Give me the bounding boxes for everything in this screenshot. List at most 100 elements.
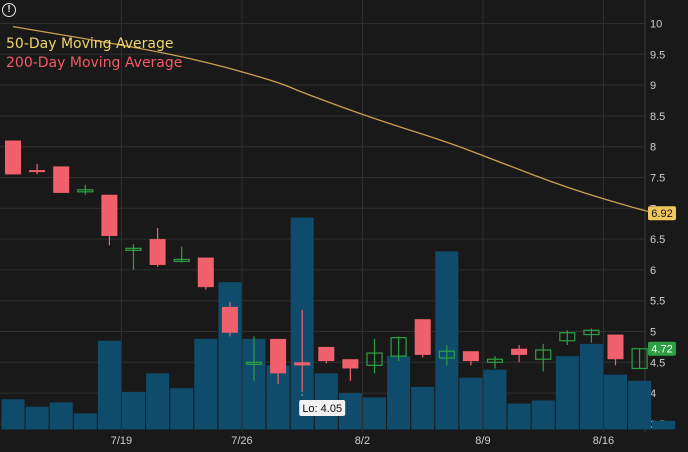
candle <box>511 345 528 363</box>
candle-body-down <box>318 346 335 362</box>
candle-body-down <box>414 319 431 355</box>
candle-body-up <box>173 258 190 263</box>
ma50-price-badge-text: 6.92 <box>651 208 672 220</box>
candle <box>29 163 46 175</box>
candle <box>390 336 407 362</box>
candle <box>607 334 624 366</box>
last-price-badge-text: 4.72 <box>651 344 672 356</box>
y-tick-label: 6 <box>650 265 656 277</box>
candle-body-up <box>77 189 94 193</box>
candle <box>101 194 118 246</box>
volume-bar <box>194 338 218 430</box>
candle-body-up <box>390 337 407 357</box>
volume-bar <box>73 413 97 430</box>
candle <box>631 348 648 370</box>
candle-body-down <box>294 362 311 366</box>
candle-body-up <box>631 348 648 370</box>
y-tick-label: 7.5 <box>650 173 665 185</box>
y-tick-label: 4.5 <box>650 357 665 369</box>
x-tick-label: 8/2 <box>355 435 370 447</box>
candle-body-up <box>125 247 142 251</box>
candle <box>559 330 576 346</box>
volume-bar <box>579 343 603 430</box>
y-tick-label: 6.5 <box>650 234 665 246</box>
candle-body-down <box>29 170 46 173</box>
candle <box>438 345 455 366</box>
volume-bar <box>97 340 121 430</box>
candle <box>462 351 479 366</box>
candle-body-down <box>342 359 359 369</box>
ma200-legend-label: 200-Day Moving Average <box>6 55 183 71</box>
candle <box>221 301 238 337</box>
low-marker-box <box>299 400 346 417</box>
candle-body-down <box>270 338 287 374</box>
last-price-badge-box <box>648 341 676 356</box>
low-marker-label: Lo: 4.05 <box>302 403 342 415</box>
volume-bar <box>242 338 266 430</box>
x-tick-label: 7/19 <box>111 435 132 447</box>
candle-body-up <box>559 332 576 342</box>
volume-bar <box>652 420 676 430</box>
ma50-price-badge-box <box>648 206 676 221</box>
candle-body-down <box>5 140 21 175</box>
x-tick-label: 7/26 <box>231 435 252 447</box>
volume-bar <box>146 373 170 430</box>
candle <box>173 246 190 263</box>
y-tick-label: 5 <box>650 327 656 339</box>
candle-body-down <box>607 334 624 360</box>
volume-bar <box>628 380 652 430</box>
candle-body-down <box>462 351 479 362</box>
volume-bar <box>363 397 386 430</box>
candle <box>149 228 166 267</box>
volume-bar <box>49 402 73 430</box>
y-tick-label: 9 <box>650 80 656 92</box>
x-tick-label: 8/9 <box>475 435 490 447</box>
volume-bar <box>266 365 290 430</box>
volume-bar <box>387 356 411 430</box>
candle-body-down <box>149 239 166 265</box>
y-tick-label: 5.5 <box>650 296 665 308</box>
volume-bar <box>25 406 49 430</box>
volume-bar <box>507 403 531 430</box>
candle <box>366 338 383 374</box>
candle <box>245 336 263 381</box>
ma50-line <box>12 25 657 214</box>
volume-bar <box>483 369 507 430</box>
y-tick-label: 10 <box>650 19 662 31</box>
volume-bar <box>170 388 194 430</box>
candle <box>318 346 335 364</box>
candle <box>486 356 504 369</box>
info-icon[interactable]: ! <box>2 3 16 17</box>
candle-body-down <box>101 194 118 237</box>
candle-body-up <box>583 329 600 336</box>
volume-bar <box>459 377 483 430</box>
ma50-legend-label: 50-Day Moving Average <box>6 36 174 52</box>
candle-body-down <box>511 348 528 355</box>
volume-bar <box>122 391 145 430</box>
candle <box>197 257 214 290</box>
candle <box>414 319 431 358</box>
candle-body-up <box>486 358 504 363</box>
candle-body-up <box>245 361 263 365</box>
y-tick-label: 9.5 <box>650 49 665 61</box>
y-tick-label: 8.5 <box>650 111 665 123</box>
candle-body-down <box>53 166 70 193</box>
candle-body-up <box>366 352 383 366</box>
volume-bar <box>531 400 555 430</box>
candle-body-up <box>535 349 552 360</box>
volume-bar <box>411 386 435 430</box>
candle-body-up <box>438 350 455 359</box>
volume-bar <box>604 374 627 430</box>
candle <box>5 140 21 175</box>
candle <box>342 359 359 381</box>
candle <box>270 338 287 384</box>
volume-bar <box>1 399 25 430</box>
candle <box>77 184 94 195</box>
candle <box>294 309 311 391</box>
volume-bar <box>435 251 459 430</box>
volume-bar <box>555 356 579 430</box>
candle-body-down <box>197 257 214 288</box>
y-tick-label: 8 <box>650 142 656 154</box>
y-tick-label: 4 <box>650 388 656 400</box>
